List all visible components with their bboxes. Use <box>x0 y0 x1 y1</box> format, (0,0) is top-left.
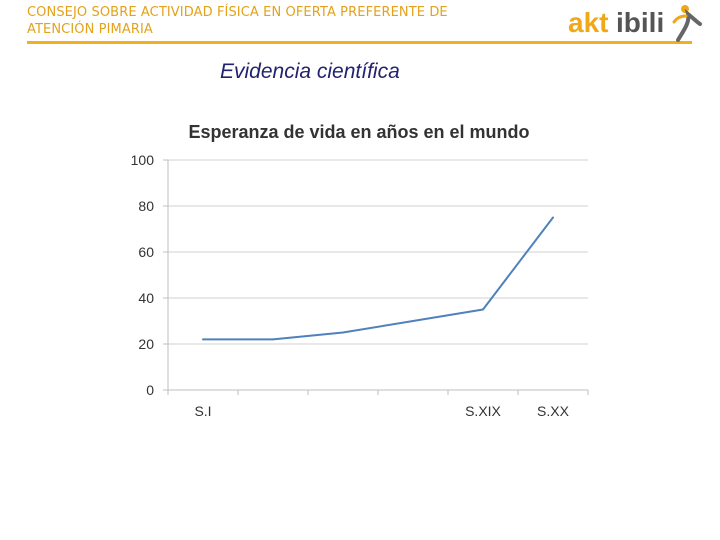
series-line <box>203 216 554 341</box>
x-tick-label: S.I <box>194 403 211 419</box>
logo-text-akt: akt <box>568 7 608 38</box>
slide-title: Evidencia científica <box>220 60 400 83</box>
chart-axes <box>163 159 589 395</box>
y-tick-label: 0 <box>146 382 154 398</box>
data-point <box>272 338 274 341</box>
data-point <box>342 331 344 334</box>
header-title-line-2: ATENCIÓN PIMARIA <box>27 22 153 37</box>
data-point <box>412 320 414 322</box>
header-divider <box>27 41 692 44</box>
header-title-line-1: CONSEJO SOBRE ACTIVIDAD FÍSICA EN OFERTA… <box>27 5 448 20</box>
y-tick-label: 80 <box>138 198 154 214</box>
runner-figure-icon <box>672 5 702 42</box>
chart-gridlines <box>168 159 588 345</box>
data-point <box>202 338 204 341</box>
y-tick-label: 40 <box>138 290 154 306</box>
y-tick-label: 60 <box>138 244 154 260</box>
logo-text-ibili: ibili <box>616 7 664 38</box>
y-tick-label: 20 <box>138 336 154 352</box>
y-tick-label: 100 <box>131 152 155 168</box>
life-expectancy-chart: Esperanza de vida en años en el mundo 0 2… <box>131 122 589 419</box>
chart-title: Esperanza de vida en años en el mundo <box>188 122 529 142</box>
chart-tick-labels: 0 20 40 60 80 100 S.I S.XIX S.XX <box>131 152 570 419</box>
x-tick-label: S.XX <box>537 403 570 419</box>
x-tick-label: S.XIX <box>465 403 501 419</box>
aktibili-logo: akt ibili <box>568 5 702 42</box>
data-point <box>482 308 484 311</box>
data-point <box>552 216 554 219</box>
chart-series <box>202 216 554 341</box>
header-title: CONSEJO SOBRE ACTIVIDAD FÍSICA EN OFERTA… <box>27 4 527 38</box>
